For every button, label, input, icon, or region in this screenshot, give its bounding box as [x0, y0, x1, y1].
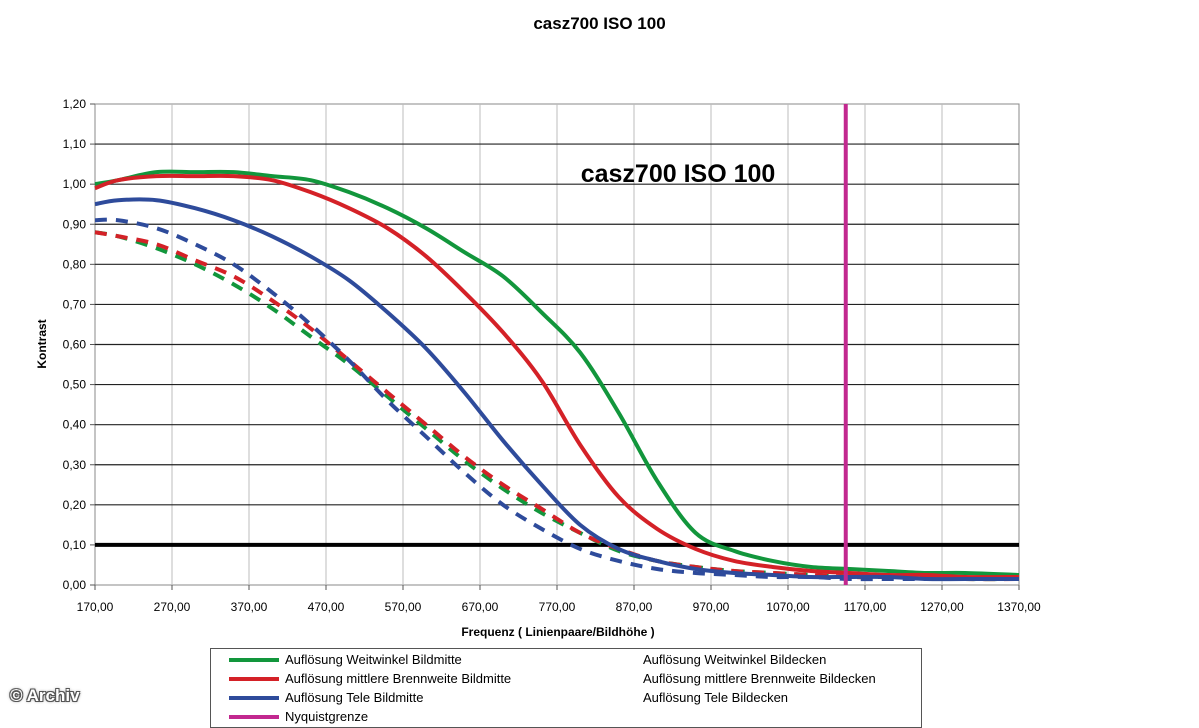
x-tick-label: 470,00 [308, 600, 345, 614]
legend-item: Auflösung mittlere Brennweite Bildmitte [229, 669, 511, 688]
inner-chart-title: casz700 ISO 100 [581, 160, 776, 188]
x-tick-label: 1170,00 [844, 600, 887, 614]
legend-label: Auflösung mittlere Brennweite Bildmitte [285, 671, 512, 686]
chart-title: casz700 ISO 100 [533, 14, 666, 33]
legend-swatch [229, 676, 279, 681]
legend-label: Auflösung Tele Bildecken [643, 690, 789, 705]
legend-item: Auflösung Weitwinkel Bildecken [587, 650, 826, 669]
y-tick-label: 0,40 [63, 418, 87, 432]
y-tick-label: 0,20 [63, 498, 87, 512]
x-tick-label: 570,00 [385, 600, 422, 614]
series-line-auflösung-mittlere-brennweite-bildmitte [94, 173, 1020, 580]
series-layer [94, 104, 1020, 585]
chart-legend: Auflösung Weitwinkel Bildmitte Auflösung … [210, 648, 922, 728]
y-tick-label: 0,90 [63, 217, 87, 231]
copyright-watermark: © Archiv [10, 686, 80, 705]
x-tick-label: 1370,00 [997, 600, 1041, 614]
legend-item: Auflösung Tele Bildecken [587, 688, 788, 707]
series-line-auflösung-tele-bildmitte [94, 197, 1019, 582]
legend-item: Nyquistgrenze [229, 707, 368, 726]
y-tick-label: 0,50 [63, 378, 87, 392]
x-tick-label: 670,00 [462, 600, 499, 614]
series-line-auflösung-mittlere-brennweite-bildecken [94, 230, 1020, 582]
x-tick-label: 270,00 [154, 600, 191, 614]
series-line-auflösung-weitwinkel-bildecken [94, 230, 1020, 582]
legend-label: Auflösung mittlere Brennweite Bildecken [643, 671, 876, 686]
y-tick-label: 0,10 [63, 538, 87, 552]
series-line-auflösung-weitwinkel-bildmitte [94, 169, 1020, 577]
y-tick-label: 0,30 [63, 458, 87, 472]
x-tick-label: 870,00 [616, 600, 653, 614]
grid-layer [94, 103, 1020, 586]
legend-item: Auflösung mittlere Brennweite Bildecken [587, 669, 876, 688]
legend-item: Auflösung Tele Bildmitte [229, 688, 424, 707]
x-axis-label: Frequenz ( Linienpaare/Bildhöhe ) [461, 625, 654, 639]
x-tick-label: 970,00 [693, 600, 730, 614]
x-tick-label: 370,00 [231, 600, 268, 614]
x-tick-label: 1270,00 [920, 600, 964, 614]
legend-swatch [229, 695, 279, 700]
legend-label: Auflösung Tele Bildmitte [285, 690, 424, 705]
legend-swatch [587, 696, 637, 700]
legend-swatch [229, 714, 279, 719]
legend-label: Nyquistgrenze [285, 709, 369, 724]
y-tick-label: 0,80 [63, 257, 87, 271]
y-tick-label: 0,70 [63, 297, 87, 311]
y-tick-label: 0,60 [63, 338, 87, 352]
y-tick-label: 1,10 [63, 137, 87, 151]
legend-item: Auflösung Weitwinkel Bildmitte [229, 650, 462, 669]
line-chart: 170,00 270,00 370,00 470,00 570,00 670,00 770,… [35, 97, 1041, 639]
legend-label: Auflösung Weitwinkel Bildecken [643, 652, 827, 667]
y-tick-label: 0,00 [63, 578, 87, 592]
legend-label: Auflösung Weitwinkel Bildmitte [285, 652, 462, 667]
axis-layer: 170,00 270,00 370,00 470,00 570,00 670,00 770,… [63, 97, 1041, 614]
x-tick-label: 1070,00 [766, 600, 810, 614]
series-line-auflösung-tele-bildecken [94, 217, 1019, 582]
y-tick-label: 1,00 [63, 177, 87, 191]
legend-swatch [229, 657, 279, 662]
legend-swatch [587, 677, 637, 681]
y-axis-label: Kontrast [35, 319, 49, 368]
legend-swatch [587, 658, 637, 662]
x-tick-label: 170,00 [77, 600, 114, 614]
y-tick-label: 1,20 [63, 97, 87, 111]
x-tick-label: 770,00 [539, 600, 576, 614]
